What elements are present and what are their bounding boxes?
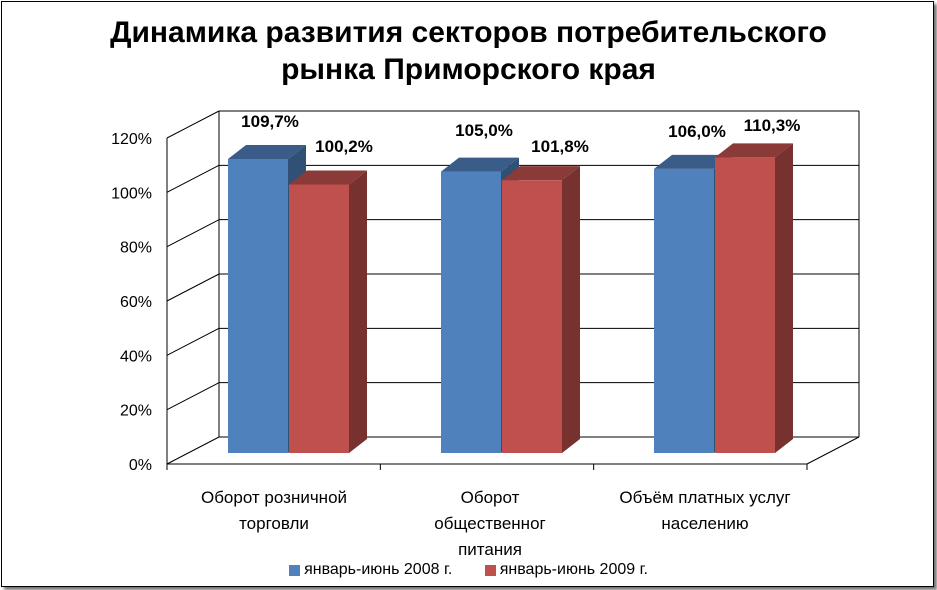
legend-item-2009: январь-июнь 2009 г. [484,561,648,579]
category-label-line: Объём платных услуг [619,488,791,507]
legend-swatch-2009 [484,564,496,576]
category-label-line: населению [661,514,749,533]
chart-title-line-2: рынка Приморского края [281,53,656,86]
side-gridline [166,327,220,356]
bar-top [654,154,732,169]
category-label-line: Оборот [460,488,520,507]
bar [289,184,349,454]
bar-side [349,170,367,454]
y-tick-label: 40% [120,348,152,365]
bar-top [715,143,793,158]
y-tick-label: 80% [120,240,152,257]
y-tick-label: 60% [120,294,152,311]
data-label: 105,0% [455,121,513,140]
data-label: 101,8% [531,137,589,156]
category-label: Оборот общественног питания [400,485,580,563]
side-gridline [166,382,220,411]
side-gridline [166,219,220,248]
category-label-line: Оборот розничной [200,488,348,507]
legend-label-2008: январь-июнь 2008 г. [304,561,453,578]
y-tick-label: 100% [111,185,152,202]
legend-label-2009: январь-июнь 2009 г. [499,561,648,578]
chart-title-line-1: Динамика развития секторов потребительск… [110,16,827,49]
bar [228,159,288,453]
chart-title: Динамика развития секторов потребительск… [0,14,937,88]
data-label: 110,3% [744,116,801,135]
bar-top [441,157,519,172]
category-label-line: питания [458,540,522,559]
side-gridline [166,436,220,465]
bar-top [228,145,306,159]
bar [441,171,501,453]
y-tick-label: 20% [120,403,152,420]
y-tick-label: 120% [111,131,152,148]
bar-top [502,166,580,181]
bar-side [775,143,793,454]
legend-swatch-2008 [289,564,301,576]
y-tick-label: 0% [129,457,152,474]
category-label-line: торговли [239,514,309,533]
data-label: 106,0% [668,122,726,141]
side-gridline [166,273,220,302]
floor-right-edge [806,436,860,465]
bar [654,168,714,453]
chart-legend: январь-июнь 2008 г. январь-июнь 2009 г. [0,561,937,581]
bar-side [562,166,580,453]
bar-top [289,170,367,185]
data-label: 100,2% [315,137,373,156]
side-gridline [166,164,220,193]
category-label: Оборот розничной торговли [184,485,364,537]
bar [502,180,562,453]
side-gridline [166,110,220,139]
legend-item-2008: январь-июнь 2008 г. [289,561,452,579]
data-label: 109,7% [241,112,299,131]
category-label: Объём платных услуг населению [615,485,795,537]
category-label-line: общественног [434,514,546,533]
bar [715,157,775,454]
